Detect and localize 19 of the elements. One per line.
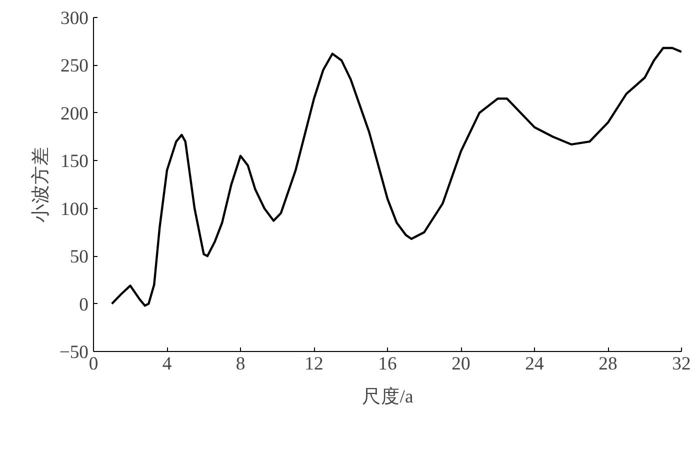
y-tick-label: 100 xyxy=(60,198,88,220)
y-tick-label: 250 xyxy=(60,56,88,77)
x-tick-label: 24 xyxy=(525,354,544,374)
x-tick-label: 16 xyxy=(378,354,397,374)
y-tick-label: 0 xyxy=(79,294,88,316)
y-tick-label: 150 xyxy=(60,151,88,172)
y-axis-title: 小波方差 xyxy=(29,146,52,222)
x-tick-label: 32 xyxy=(672,354,691,374)
x-tick-label: 8 xyxy=(236,354,246,374)
y-tick-label: 200 xyxy=(60,103,88,124)
x-tick-label: 4 xyxy=(162,354,172,374)
y-tick-label: 300 xyxy=(60,8,88,29)
y-tick-label: 50 xyxy=(70,246,88,268)
x-tick-label: 20 xyxy=(452,354,470,374)
x-axis-title: 尺度/a xyxy=(362,386,414,408)
line-series xyxy=(110,46,682,307)
y-tick-label: −50 xyxy=(59,342,89,363)
x-tick-label: 12 xyxy=(304,354,324,374)
x-tick-label: 28 xyxy=(598,354,618,374)
